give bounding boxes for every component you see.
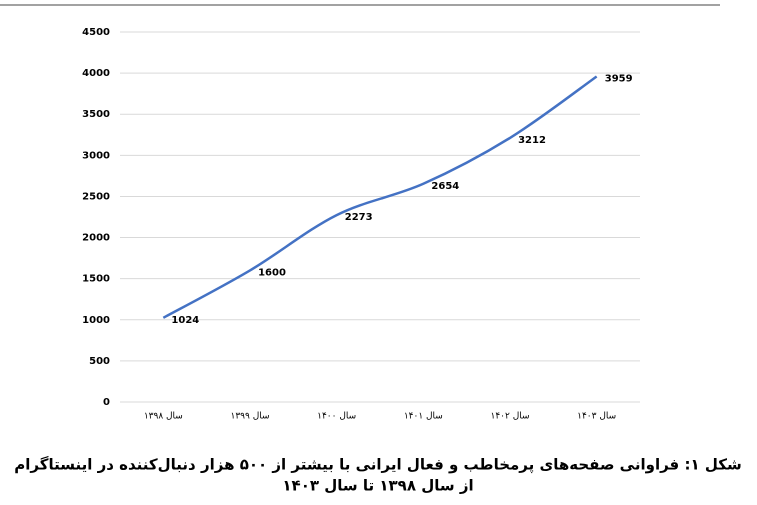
caption: از سال ۱۳۹۸ تا سال ۱۴۰۳ bbox=[282, 477, 473, 495]
data-label: 2273 bbox=[345, 212, 373, 223]
y-tick-label: 2500 bbox=[82, 191, 110, 202]
data-label: 3212 bbox=[518, 135, 546, 146]
x-tick-label: سال ۱۴۰۳ bbox=[577, 412, 616, 422]
y-tick-label: 4500 bbox=[82, 27, 110, 38]
x-tick-label: سال ۱۴۰۰ bbox=[317, 412, 356, 422]
y-tick-label: 3000 bbox=[82, 150, 110, 161]
line-series bbox=[162, 75, 598, 319]
y-tick-label: 2000 bbox=[82, 233, 110, 244]
y-tick-label: 500 bbox=[89, 356, 110, 367]
y-tick-label: 1500 bbox=[82, 274, 110, 285]
y-tick-label: 3500 bbox=[82, 109, 110, 120]
x-tick-label: سال ۱۳۹۹ bbox=[230, 412, 269, 422]
x-tick-label: سال ۱۳۹۸ bbox=[144, 412, 183, 422]
y-tick-label: 1000 bbox=[82, 315, 110, 326]
data-label: 1024 bbox=[171, 315, 199, 326]
x-tick-label: سال ۱۴۰۲ bbox=[490, 412, 529, 422]
y-tick-label: 0 bbox=[103, 397, 110, 408]
data-label: 2654 bbox=[431, 181, 459, 192]
y-tick-label: 4000 bbox=[82, 68, 110, 79]
data-label: 3959 bbox=[605, 73, 633, 84]
x-tick-label: سال ۱۴۰۱ bbox=[404, 412, 443, 422]
caption: شکل ۱: فراوانی صفحه‌های پرمخاطب و فعال ا… bbox=[14, 456, 741, 475]
data-label: 1600 bbox=[258, 267, 286, 278]
